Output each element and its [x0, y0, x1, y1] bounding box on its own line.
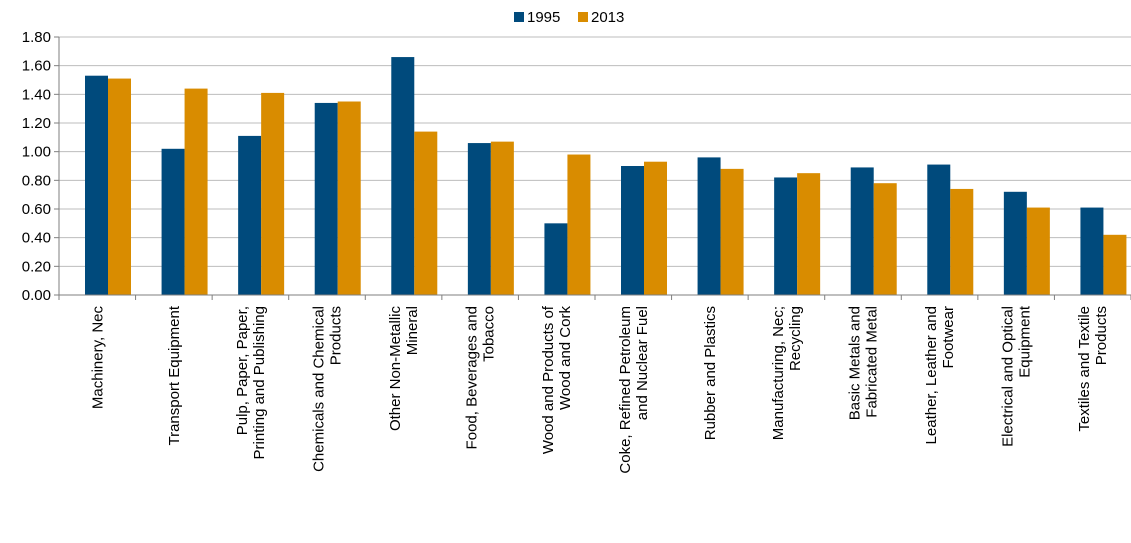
- legend-swatch-1995: [514, 12, 524, 22]
- bar-2013: [644, 161, 667, 295]
- bar-1995: [314, 102, 338, 295]
- bar-2013: [337, 101, 361, 295]
- bar-2013: [873, 183, 897, 295]
- category-label: Transport Equipment: [166, 305, 183, 445]
- y-tick-label: 1.60: [22, 58, 51, 75]
- bar-2013: [261, 92, 285, 296]
- bar-1995: [850, 167, 874, 295]
- category-label: Products: [328, 306, 345, 365]
- category-label: Other Non-Metallic: [387, 306, 404, 432]
- bar-1995: [161, 148, 185, 295]
- grid-lines: [59, 36, 1131, 267]
- category-label: Machinery, Nec: [89, 306, 106, 410]
- category-label: Rubber and Plastics: [702, 306, 719, 440]
- bar-1995: [391, 57, 415, 295]
- y-axis: 0.00 0.20 0.40 0.60 0.80 1.00 1.20 1.40 1.60 1.80: [22, 29, 60, 304]
- bar-1995: [1080, 207, 1104, 295]
- y-tick-label: 0.00: [22, 287, 51, 304]
- bar-1995: [85, 75, 108, 295]
- category-label: Recycling: [787, 306, 804, 371]
- bar-1995: [238, 135, 262, 295]
- bar-2013: [184, 88, 208, 295]
- y-tick-label: 0.80: [22, 172, 51, 189]
- category-label: Wood and Cork: [557, 306, 574, 410]
- bar-1995: [774, 177, 798, 295]
- bar-2013: [1026, 207, 1050, 295]
- category-label: Leather, Leather and: [923, 306, 940, 444]
- y-tick-label: 0.40: [22, 230, 51, 247]
- category-label: Basic Metals and: [847, 306, 864, 420]
- category-label: Textiles and Textile: [1076, 306, 1093, 432]
- category-label: and Nuclear Fuel: [634, 306, 651, 420]
- bars: [85, 57, 1127, 296]
- category-label: Products: [1093, 306, 1110, 365]
- category-label: Footwear: [940, 306, 957, 369]
- category-label: Wood and Products of: [540, 305, 557, 454]
- legend-label-2013: 2013: [591, 9, 624, 26]
- category-label: Electrical and Optical: [1000, 306, 1017, 447]
- bar-1995: [544, 223, 568, 295]
- bar-1995: [1003, 191, 1027, 295]
- x-axis: Machinery, Nec Transport Equipment Pulp, P…: [58, 294, 1131, 474]
- legend: 1995 2013: [514, 9, 624, 26]
- category-label: Manufacturing, Nec;: [770, 306, 787, 440]
- y-tick-label: 1.20: [22, 115, 51, 132]
- category-label: Mineral: [404, 306, 421, 355]
- category-label: Chemicals and Chemical: [311, 306, 328, 472]
- category-label: Pulp, Paper, Paper,: [234, 306, 251, 435]
- y-tick-label: 1.40: [22, 86, 51, 103]
- y-tick-label: 1.00: [22, 144, 51, 161]
- legend-label-1995: 1995: [527, 9, 560, 26]
- bar-1995: [697, 157, 721, 295]
- bar-2013: [414, 131, 438, 295]
- category-label: Food, Beverages and: [464, 306, 481, 449]
- bar-2013: [720, 168, 744, 295]
- bar-1995: [467, 143, 491, 295]
- y-tick-label: 0.60: [22, 201, 51, 218]
- category-label: Equipment: [1017, 305, 1034, 378]
- bar-2013: [797, 173, 821, 295]
- category-label: Printing and Publishing: [251, 306, 268, 459]
- bar-1995: [621, 166, 644, 295]
- y-tick-label: 0.20: [22, 258, 51, 275]
- y-tick-label: 1.80: [22, 29, 51, 46]
- legend-swatch-2013: [578, 12, 588, 22]
- bar-2013: [950, 188, 974, 295]
- category-label: Coke, Refined Petroleum: [617, 306, 634, 474]
- bar-2013: [1103, 234, 1127, 295]
- bar-1995: [927, 164, 951, 295]
- category-label: Tobacco: [481, 306, 498, 362]
- bar-2013: [490, 141, 514, 295]
- bar-2013: [108, 78, 131, 295]
- category-label: Fabricated Metal: [864, 306, 881, 418]
- bar-2013: [567, 154, 591, 295]
